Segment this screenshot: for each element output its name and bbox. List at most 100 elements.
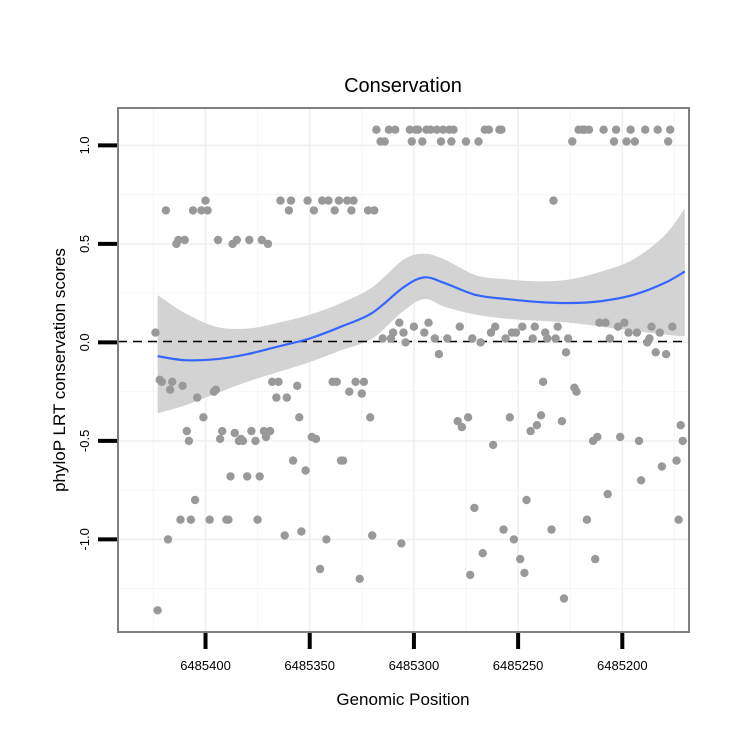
data-point	[613, 322, 623, 331]
confidence-band-area	[157, 208, 685, 414]
data-point	[522, 495, 531, 505]
data-point	[203, 206, 212, 215]
data-point	[666, 125, 675, 134]
data-point	[601, 318, 610, 327]
data-point	[461, 137, 471, 146]
data-point	[516, 554, 525, 564]
data-point	[632, 328, 642, 337]
data-point	[449, 125, 458, 134]
data-point	[338, 456, 348, 465]
data-point	[443, 334, 452, 343]
y-tick-label: 0.0	[77, 333, 92, 351]
data-point	[184, 436, 194, 446]
data-point	[263, 239, 273, 249]
x-axis: 6485400 6485350 6485300 6485250 6485200	[180, 633, 648, 673]
data-point	[572, 387, 581, 396]
data-point	[284, 206, 294, 215]
grid-lines	[118, 108, 689, 632]
data-point	[293, 381, 302, 390]
data-point	[188, 206, 198, 215]
data-point	[276, 196, 285, 205]
data-point	[199, 413, 208, 422]
data-point	[678, 436, 687, 446]
data-point	[347, 206, 356, 215]
data-point	[218, 426, 227, 436]
data-point	[193, 393, 202, 402]
data-point	[563, 334, 573, 343]
data-point	[447, 137, 456, 146]
data-point	[343, 196, 352, 205]
data-point	[355, 574, 364, 583]
data-point	[630, 137, 639, 146]
data-point	[657, 462, 667, 471]
data-point	[674, 515, 683, 524]
data-point	[213, 235, 223, 245]
data-point	[388, 328, 398, 337]
data-point	[438, 125, 448, 134]
data-point	[251, 436, 260, 446]
data-point	[351, 377, 360, 386]
data-point	[180, 235, 189, 245]
data-point	[224, 515, 233, 524]
data-point	[190, 495, 200, 505]
data-point	[463, 413, 473, 422]
data-point	[476, 338, 485, 347]
data-point	[466, 570, 475, 580]
data-point	[257, 235, 266, 245]
x-axis-label: Genomic Position	[336, 690, 469, 709]
data-point	[370, 206, 379, 215]
data-point	[280, 531, 289, 540]
data-point	[243, 472, 252, 481]
data-point	[599, 125, 608, 134]
data-point	[211, 385, 221, 394]
data-point	[453, 417, 462, 426]
data-point	[174, 235, 183, 245]
data-point	[530, 322, 539, 331]
data-points	[151, 125, 687, 615]
data-point	[186, 515, 196, 524]
data-point	[265, 426, 275, 436]
data-point	[584, 125, 594, 134]
data-point	[151, 328, 160, 337]
data-point	[520, 568, 529, 578]
data-point	[526, 426, 535, 436]
data-point	[163, 535, 173, 544]
data-point	[430, 334, 439, 343]
data-point	[330, 206, 339, 215]
data-point	[297, 527, 306, 536]
data-point	[611, 125, 621, 134]
data-point	[474, 137, 483, 146]
data-point	[157, 377, 166, 386]
data-point	[420, 328, 429, 337]
data-point	[616, 432, 625, 442]
plot-border	[117, 107, 690, 633]
data-point	[332, 377, 341, 386]
data-point	[605, 334, 614, 343]
data-point	[384, 125, 394, 134]
y-tick-label: 1.0	[77, 136, 92, 154]
data-point	[324, 196, 333, 205]
data-point	[363, 206, 373, 215]
data-point	[536, 411, 546, 420]
data-point	[274, 377, 283, 386]
data-point	[368, 531, 377, 540]
data-point	[624, 328, 633, 337]
data-point	[253, 515, 262, 524]
data-point	[372, 125, 381, 134]
x-tick-label: 6485400	[180, 658, 231, 673]
data-point	[318, 196, 327, 205]
data-point	[549, 196, 558, 205]
data-point	[322, 535, 331, 544]
data-point	[426, 125, 435, 134]
data-point	[497, 125, 506, 134]
data-point	[528, 334, 537, 343]
data-point	[295, 413, 304, 422]
data-point	[509, 535, 519, 544]
data-point	[676, 421, 685, 430]
data-point	[178, 381, 187, 390]
data-point	[395, 318, 404, 327]
data-point	[349, 196, 358, 205]
data-point	[488, 440, 498, 450]
data-point	[230, 428, 239, 438]
y-tick-label: -0.5	[77, 430, 92, 452]
